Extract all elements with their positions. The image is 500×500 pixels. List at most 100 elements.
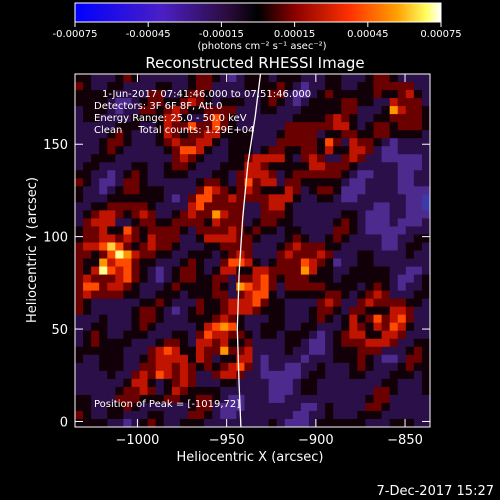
heat-cell — [123, 186, 132, 195]
heat-cell — [123, 74, 132, 83]
heat-cell — [421, 306, 431, 316]
heat-cell — [107, 154, 116, 163]
heat-cell — [333, 74, 342, 83]
heat-cell — [325, 234, 334, 243]
heat-cell — [115, 226, 124, 235]
heat-cell — [115, 162, 124, 171]
heat-cell — [123, 322, 132, 332]
heat-cell — [292, 418, 302, 428]
heat-cell — [325, 290, 334, 300]
heat-cell — [397, 90, 407, 99]
heat-cell — [325, 410, 334, 420]
heat-cell — [284, 418, 294, 428]
heat-cell — [260, 258, 270, 267]
heat-cell — [244, 218, 253, 227]
heat-cell — [204, 370, 213, 380]
heat-cell — [349, 170, 358, 179]
heat-cell — [220, 114, 229, 123]
heat-cell — [131, 170, 140, 179]
heat-cell — [357, 242, 366, 251]
heat-cell — [268, 266, 278, 275]
heat-cell — [228, 74, 237, 83]
heat-cell — [187, 298, 197, 308]
heat-cell — [308, 194, 318, 203]
heat-cell — [300, 338, 310, 348]
heat-cell — [228, 346, 237, 356]
heat-cell — [123, 194, 132, 203]
heat-cell — [413, 274, 423, 283]
heat-cell — [260, 394, 270, 404]
heat-cell — [260, 274, 270, 283]
heat-cell — [413, 218, 423, 227]
heat-cell — [99, 298, 108, 308]
heat-cell — [147, 74, 157, 83]
heat-cell — [75, 194, 84, 203]
heat-cell — [155, 314, 165, 324]
heat-cell — [236, 322, 245, 332]
heat-cell — [325, 258, 334, 267]
heat-cell — [292, 154, 302, 163]
heat-cell — [373, 362, 382, 372]
footer-timestamp: 7-Dec-2017 15:27 — [377, 484, 495, 499]
heat-cell — [212, 394, 221, 404]
heat-cell — [91, 290, 100, 300]
heat-cell — [83, 290, 92, 300]
heat-cell — [147, 330, 157, 340]
heat-cell — [147, 130, 157, 139]
heat-cell — [252, 114, 261, 123]
heat-cell — [389, 394, 399, 404]
heat-cell — [365, 74, 374, 83]
heat-cell — [365, 186, 374, 195]
plot-area — [74, 73, 431, 428]
heat-cell — [405, 298, 415, 308]
heat-cell — [325, 170, 334, 179]
heat-cell — [413, 290, 423, 300]
heat-cell — [308, 306, 318, 316]
heat-cell — [244, 266, 253, 275]
heat-cell — [115, 74, 124, 83]
heat-cell — [276, 210, 286, 219]
heat-cell — [107, 322, 116, 332]
heat-cell — [341, 418, 350, 428]
heat-cell — [276, 274, 286, 283]
heat-cell — [365, 418, 374, 428]
heat-cell — [179, 146, 189, 155]
heat-cell — [147, 306, 157, 316]
heat-cell — [163, 146, 173, 155]
heat-cell — [196, 114, 205, 123]
heat-cell — [268, 410, 278, 420]
heat-cell — [171, 98, 181, 107]
heat-cell — [171, 282, 181, 292]
heat-cell — [75, 218, 84, 227]
heat-cell — [317, 242, 326, 251]
heat-cell — [83, 282, 92, 292]
heat-cell — [75, 282, 84, 292]
heat-cell — [236, 82, 245, 91]
heat-cell — [349, 234, 358, 243]
heat-cell — [91, 362, 100, 372]
heat-cell — [308, 162, 318, 171]
heat-cell — [292, 234, 302, 243]
heat-cell — [139, 178, 149, 187]
heat-cell — [341, 202, 350, 211]
heat-cell — [260, 138, 270, 147]
heat-cell — [236, 138, 245, 147]
heat-cell — [179, 322, 189, 332]
heat-cell — [179, 154, 189, 163]
heat-cell — [212, 418, 221, 428]
heat-cell — [260, 82, 270, 91]
heat-cell — [381, 306, 391, 316]
heat-cell — [325, 130, 334, 139]
heat-cell — [349, 202, 358, 211]
heat-cell — [405, 370, 415, 380]
heat-cell — [317, 266, 326, 275]
heat-cell — [163, 370, 173, 380]
y-tick-label: 150 — [43, 138, 68, 153]
heat-cell — [381, 354, 391, 364]
heat-cell — [131, 186, 140, 195]
heat-cell — [300, 314, 310, 324]
heat-cell — [236, 162, 245, 171]
heat-cell — [179, 394, 189, 404]
heat-cell — [357, 418, 366, 428]
heat-cell — [75, 306, 84, 316]
